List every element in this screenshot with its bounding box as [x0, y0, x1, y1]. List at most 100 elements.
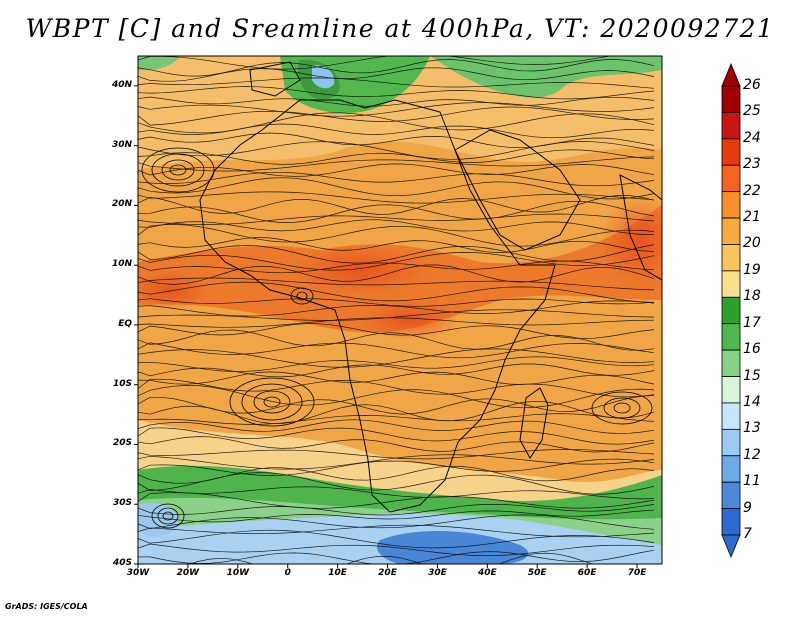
colorbar-box [721, 349, 741, 377]
colorbar-label: 26 [743, 77, 761, 93]
streamline [138, 309, 655, 321]
map-field [138, 56, 662, 564]
colorbar-label: 7 [743, 526, 752, 542]
colorbar-box [721, 191, 741, 219]
streamline [138, 400, 655, 424]
colorbar-box [721, 164, 741, 193]
streamline [138, 195, 655, 215]
streamline [138, 524, 655, 538]
lat-label: 10N [111, 259, 132, 270]
streamline [188, 552, 594, 564]
vortices [141, 147, 653, 529]
colorbar [721, 62, 741, 559]
streamline [138, 281, 655, 303]
lat-label: 10S [112, 378, 132, 389]
credit-text: GrADS: IGES/COLA [5, 602, 88, 611]
lat-label: 40S [112, 558, 132, 568]
lon-label: 50E [527, 568, 547, 578]
streamline [138, 317, 655, 328]
streamline [138, 356, 655, 372]
coast-africa [199, 99, 556, 513]
vortex-sw [229, 377, 315, 427]
lat-label: EQ [118, 318, 132, 329]
wbpt-hotspot-central [290, 245, 430, 295]
colorbar-box [721, 323, 741, 351]
streamline [138, 252, 655, 271]
streamline [138, 436, 655, 453]
colorbar-label: 25 [743, 103, 761, 120]
colorbar-box [721, 270, 741, 298]
streamline [138, 201, 655, 223]
colorbar-box [721, 402, 741, 430]
colorbar-label: 9 [743, 499, 752, 516]
streamline [138, 149, 655, 165]
streamline [138, 59, 655, 77]
colorbar-label: 16 [743, 341, 761, 358]
colorbar-label: 13 [743, 420, 761, 437]
streamline [138, 141, 655, 160]
streamline [138, 132, 655, 149]
colorbar-top-arrow [721, 62, 741, 87]
colorbar-box [721, 85, 741, 113]
colorbar-box [721, 296, 741, 325]
vortex-nw [141, 147, 215, 193]
colorbar-label: 14 [743, 393, 761, 410]
wbpt-hotspot-india [600, 195, 662, 285]
streamline [138, 191, 655, 204]
lat-label: 20S [112, 438, 132, 449]
streamline [138, 123, 655, 139]
coast-madagascar [519, 387, 549, 459]
colorbar-box [721, 244, 741, 272]
streamline [138, 260, 655, 274]
colorbar-label: 11 [743, 473, 761, 490]
wbpt-field-17-ne [430, 56, 662, 98]
colorbar-label: 22 [743, 182, 761, 199]
streamline [138, 277, 655, 291]
streamlines [138, 56, 655, 564]
streamline [138, 342, 655, 359]
streamline [138, 171, 655, 187]
lon-label: 0 [284, 568, 291, 578]
lon-label: 40E [477, 568, 497, 578]
colorbar-box [721, 217, 741, 245]
streamline [138, 549, 655, 564]
streamline [138, 177, 655, 200]
vortex-se [591, 391, 653, 425]
lon-label: 20E [378, 568, 397, 578]
streamline [138, 514, 655, 530]
wbpt-hotspot-atlantic [138, 270, 210, 310]
streamline [138, 509, 655, 523]
streamline [138, 385, 655, 409]
colorbar-label: 24 [743, 129, 761, 146]
colorbar-label: 20 [743, 235, 761, 252]
coast-india [619, 174, 662, 281]
streamline [138, 378, 655, 398]
coast-iberia [249, 61, 301, 97]
lat-label: 20N [111, 199, 132, 210]
streamline [138, 529, 655, 549]
lon-label: 70E [627, 568, 647, 578]
colorbar-box [721, 428, 741, 457]
streamline [138, 102, 655, 117]
colorbar-label: 12 [743, 446, 761, 463]
streamline [138, 329, 655, 351]
streamline [138, 224, 655, 247]
streamline [138, 413, 655, 425]
streamline [138, 264, 655, 285]
colorbar-label: 19 [743, 261, 761, 278]
streamline [138, 96, 655, 107]
colorbar-bottom-arrow [721, 534, 741, 559]
colorbar-label: 17 [743, 314, 761, 331]
colorbar-box [721, 508, 741, 536]
streamline [138, 348, 655, 368]
streamline [138, 77, 655, 89]
colorbar-label: 21 [743, 209, 761, 226]
streamline [138, 156, 655, 172]
colorbar-box [721, 138, 741, 166]
streamline [138, 427, 655, 445]
coastlines [199, 61, 662, 513]
streamline [138, 492, 655, 509]
colorbar-box [721, 481, 741, 509]
colorbar-box [721, 455, 741, 483]
